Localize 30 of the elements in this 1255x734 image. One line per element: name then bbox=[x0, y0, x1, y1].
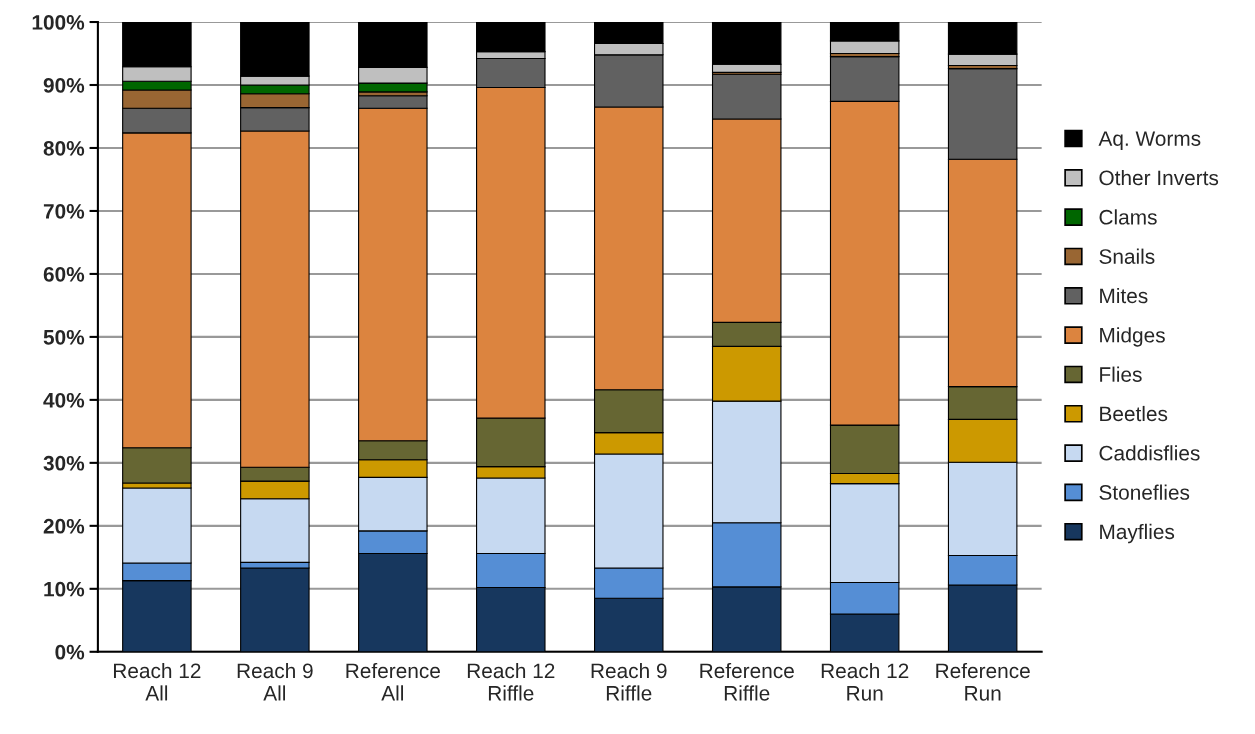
y-tick-label: 50% bbox=[43, 329, 85, 345]
y-tick-label: 60% bbox=[43, 266, 85, 282]
legend-label: Other Inverts bbox=[1099, 169, 1219, 186]
legend-label: Beetles bbox=[1100, 405, 1168, 422]
x-tick-label: Reference All bbox=[346, 662, 440, 701]
y-tick-label: 90% bbox=[43, 78, 85, 93]
x-tick-label: Reference Riffle bbox=[700, 662, 794, 701]
x-tick-label: Reach 12 All bbox=[114, 662, 201, 701]
legend-label: Mayflies bbox=[1100, 523, 1175, 544]
y-tick-label: 80% bbox=[43, 140, 85, 156]
x-tick-label: Reach 9 Riffle bbox=[591, 662, 667, 701]
legend-label: Midges bbox=[1100, 327, 1165, 347]
legend-label: Caddisflies bbox=[1099, 445, 1200, 461]
legend-label: Clams bbox=[1099, 209, 1157, 225]
legend-label: Mites bbox=[1100, 287, 1148, 304]
legend-label: Snails bbox=[1099, 248, 1155, 264]
y-tick-label: 0% bbox=[55, 644, 85, 660]
y-tick-label: 100% bbox=[32, 15, 85, 30]
legend-label: Stoneflies bbox=[1099, 484, 1190, 500]
x-tick-label: Reach 9 All bbox=[237, 662, 313, 701]
y-tick-label: 30% bbox=[43, 455, 85, 471]
y-tick-label: 20% bbox=[43, 518, 85, 534]
y-tick-label: 10% bbox=[44, 581, 85, 597]
x-tick-label: Reach 12 Run bbox=[821, 662, 909, 701]
y-tick-label: 70% bbox=[43, 203, 85, 219]
x-tick-label: Reference Run bbox=[936, 662, 1030, 701]
legend-label: Flies bbox=[1100, 366, 1142, 382]
y-tick-label: 40% bbox=[43, 392, 85, 408]
legend-label: Aq. Worms bbox=[1098, 131, 1201, 151]
x-tick-label: Reach 12 Riffle bbox=[467, 662, 555, 701]
